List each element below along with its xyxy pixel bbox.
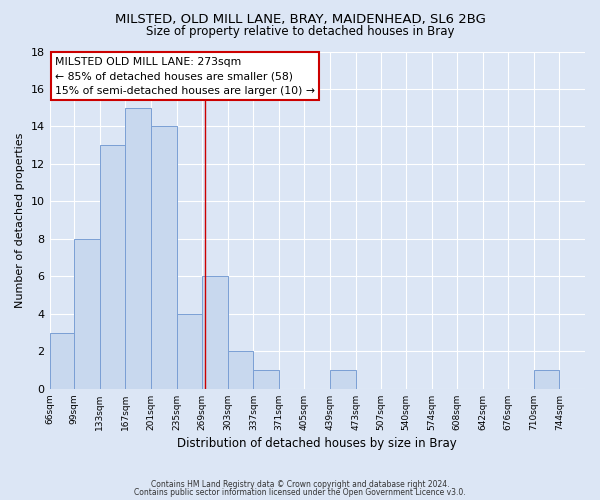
Y-axis label: Number of detached properties: Number of detached properties bbox=[15, 132, 25, 308]
Bar bbox=[50, 332, 74, 389]
Text: MILSTED OLD MILL LANE: 273sqm
← 85% of detached houses are smaller (58)
15% of s: MILSTED OLD MILL LANE: 273sqm ← 85% of d… bbox=[55, 56, 315, 96]
Bar bbox=[74, 239, 100, 389]
Bar bbox=[253, 370, 279, 389]
Bar bbox=[330, 370, 356, 389]
Bar bbox=[100, 145, 125, 389]
Bar bbox=[151, 126, 176, 389]
Bar bbox=[202, 276, 228, 389]
Text: Size of property relative to detached houses in Bray: Size of property relative to detached ho… bbox=[146, 25, 454, 38]
Bar bbox=[534, 370, 559, 389]
X-axis label: Distribution of detached houses by size in Bray: Distribution of detached houses by size … bbox=[178, 437, 457, 450]
Bar bbox=[125, 108, 151, 389]
Bar bbox=[176, 314, 202, 389]
Text: Contains HM Land Registry data © Crown copyright and database right 2024.: Contains HM Land Registry data © Crown c… bbox=[151, 480, 449, 489]
Text: MILSTED, OLD MILL LANE, BRAY, MAIDENHEAD, SL6 2BG: MILSTED, OLD MILL LANE, BRAY, MAIDENHEAD… bbox=[115, 12, 485, 26]
Text: Contains public sector information licensed under the Open Government Licence v3: Contains public sector information licen… bbox=[134, 488, 466, 497]
Bar bbox=[228, 352, 253, 389]
